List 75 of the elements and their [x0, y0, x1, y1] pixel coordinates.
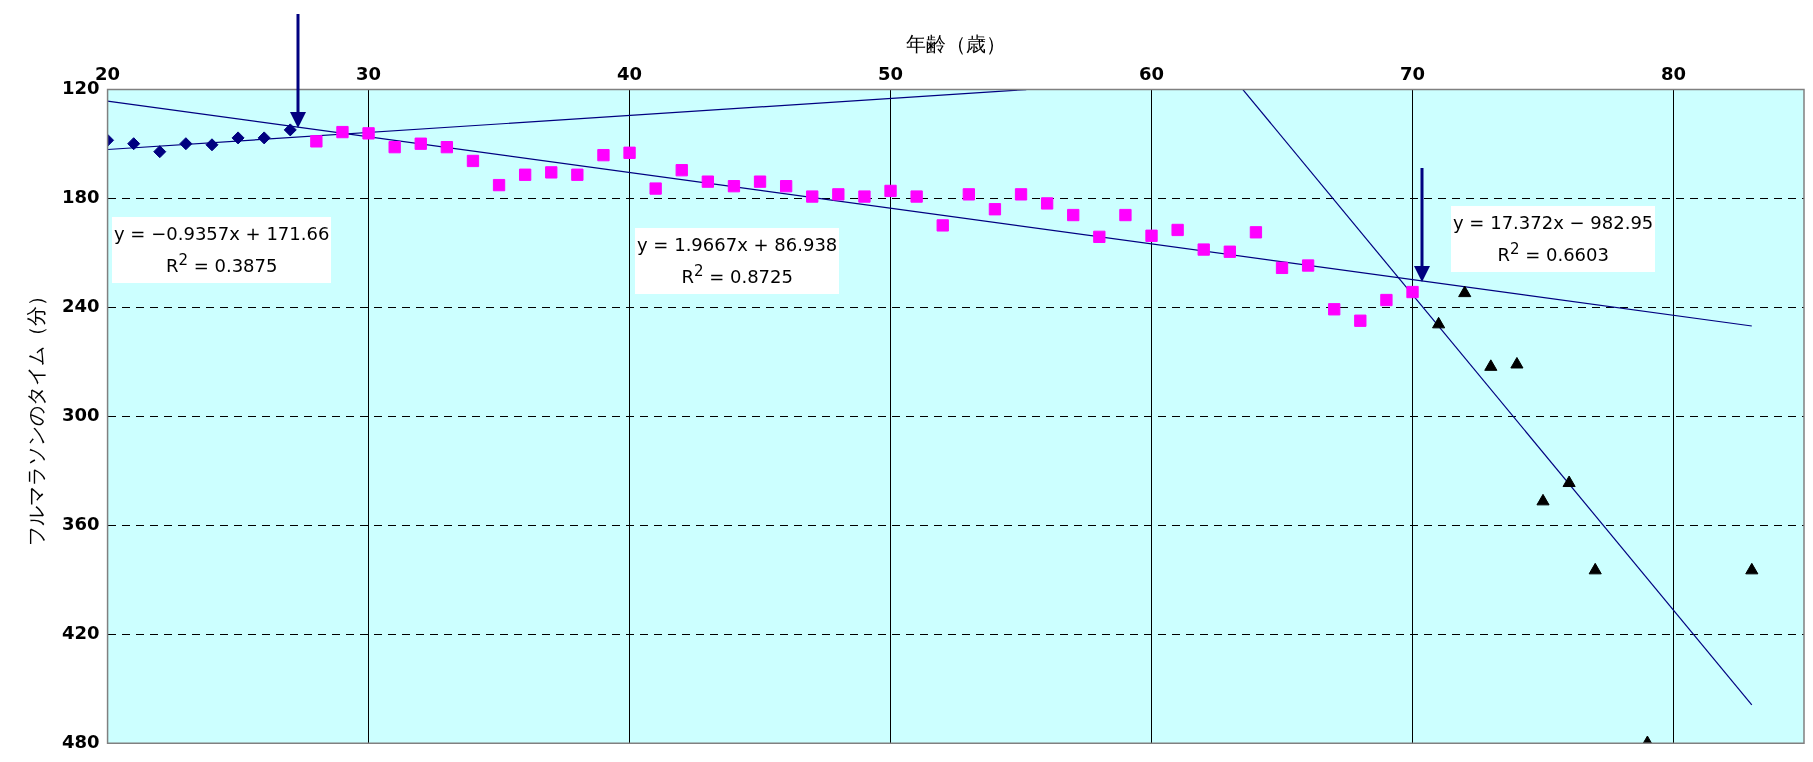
annotation: y = 1.9667x + 86.938 R$^{2}$ = 0.8725	[635, 228, 840, 294]
point	[492, 178, 506, 192]
point	[127, 137, 141, 151]
point	[1223, 245, 1236, 258]
x-tick-label: 30	[356, 63, 382, 85]
point	[1354, 314, 1367, 327]
point	[753, 175, 767, 188]
point	[1197, 243, 1210, 256]
point	[1145, 229, 1158, 242]
point	[1510, 356, 1524, 369]
point	[1328, 303, 1341, 316]
point	[310, 135, 323, 148]
point	[1093, 230, 1106, 243]
point	[884, 184, 897, 198]
point	[1301, 259, 1315, 272]
point	[701, 175, 714, 188]
point	[623, 146, 636, 159]
point	[283, 123, 297, 137]
point	[1040, 197, 1054, 210]
point	[988, 203, 1002, 216]
point	[779, 180, 793, 193]
y-tick-label: 180	[62, 186, 100, 208]
point	[1067, 208, 1080, 222]
x-tick-label: 60	[1139, 63, 1165, 85]
point	[936, 219, 949, 232]
x-tick-label: 70	[1399, 63, 1426, 85]
point	[832, 188, 845, 201]
point	[649, 182, 662, 195]
point	[1562, 475, 1576, 488]
x-axis-title: 年齢（歳）	[905, 32, 1006, 57]
point	[1536, 493, 1550, 506]
point	[153, 145, 167, 159]
y-tick-label: 300	[62, 404, 100, 426]
point	[1406, 285, 1419, 299]
point	[1458, 285, 1472, 298]
x-tick-label: 50	[878, 63, 904, 85]
point	[1484, 359, 1498, 371]
point	[858, 190, 871, 203]
point	[179, 137, 193, 151]
point	[675, 164, 688, 177]
y-axis-title: フルマラソンのタイム（分）	[24, 286, 49, 547]
y-tick-label: 240	[62, 295, 100, 317]
point	[1119, 208, 1132, 222]
point	[1275, 261, 1289, 275]
point	[336, 125, 349, 139]
point	[362, 127, 375, 140]
point	[1588, 562, 1602, 575]
point	[962, 188, 975, 201]
point	[388, 141, 401, 154]
point	[806, 190, 819, 203]
point	[1249, 226, 1263, 239]
x-tick-label: 80	[1660, 63, 1687, 85]
point	[571, 168, 584, 181]
annotation: y = −0.9357x + 171.66 R$^{2}$ = 0.3875	[112, 217, 332, 283]
point	[1171, 223, 1184, 237]
y-tick-label: 420	[62, 621, 100, 643]
point	[727, 180, 741, 193]
point	[466, 154, 480, 168]
point	[519, 168, 532, 181]
point	[1745, 562, 1759, 575]
x-tick-label: 40	[617, 63, 643, 85]
y-tick-label: 360	[62, 513, 100, 535]
point	[1432, 316, 1446, 329]
point	[205, 138, 219, 152]
point	[414, 137, 427, 150]
y-tick-label: 480	[62, 730, 100, 752]
point	[231, 131, 245, 145]
point	[597, 148, 610, 162]
point	[440, 141, 454, 154]
point	[545, 166, 558, 179]
point	[1380, 293, 1393, 307]
point	[1014, 188, 1028, 201]
point	[257, 131, 271, 145]
point	[910, 190, 923, 203]
annotation: y = 17.372x − 982.95 R$^{2}$ = 0.6603	[1451, 206, 1656, 272]
